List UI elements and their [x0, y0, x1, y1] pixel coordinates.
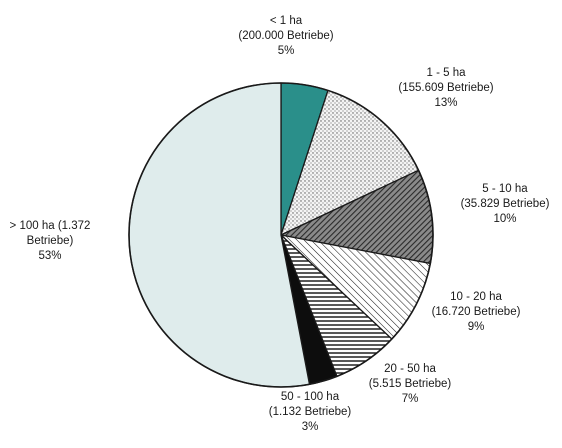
slice-percent-2: 13% — [434, 97, 457, 109]
pie-labels: < 1 ha (200.000 Betriebe) 5% 1 - 5 ha (155.6… — [10, 15, 550, 433]
pie-slices — [128, 82, 434, 388]
slice-label-5: 20 - 50 ha — [384, 363, 436, 375]
slice-label-group-2: 1 - 5 ha (155.609 Betriebe) 13% — [398, 67, 493, 109]
slice-label-1: < 1 ha — [270, 15, 303, 27]
slice-detail-4: (16.720 Betriebe) — [432, 306, 521, 318]
slice-detail-6: (1.132 Betriebe) — [269, 406, 352, 418]
slice-percent-4: 9% — [468, 321, 485, 333]
pie-outline — [128, 82, 434, 388]
slice-detail-7: Betriebe) — [27, 235, 74, 247]
slice-percent-6: 3% — [302, 421, 319, 433]
slice-detail-3: (35.829 Betriebe) — [461, 198, 550, 210]
slice-label-2: 1 - 5 ha — [427, 67, 467, 79]
slice-label-group-3: 5 - 10 ha (35.829 Betriebe) 10% — [461, 183, 550, 225]
slice-percent-7: 53% — [38, 250, 61, 262]
slice-label-4: 10 - 20 ha — [450, 291, 502, 303]
slice-detail-1: (200.000 Betriebe) — [238, 30, 333, 42]
slice-label-group-5: 20 - 50 ha (5.515 Betriebe) 7% — [369, 363, 452, 405]
slice-label-6: 50 - 100 ha — [281, 391, 340, 403]
slice-label-7: > 100 ha (1.372 — [10, 220, 91, 232]
slice-detail-2: (155.609 Betriebe) — [398, 82, 493, 94]
slice-label-group-1: < 1 ha (200.000 Betriebe) 5% — [238, 15, 333, 57]
slice-label-group-7: > 100 ha (1.372 Betriebe) 53% — [10, 220, 91, 262]
slice-label-group-4: 10 - 20 ha (16.720 Betriebe) 9% — [432, 291, 521, 333]
slice-percent-1: 5% — [278, 45, 295, 57]
slice-percent-5: 7% — [402, 393, 419, 405]
slice-percent-3: 10% — [493, 213, 516, 225]
slice-label-3: 5 - 10 ha — [482, 183, 528, 195]
slice-detail-5: (5.515 Betriebe) — [369, 378, 452, 390]
slice-label-group-6: 50 - 100 ha (1.132 Betriebe) 3% — [269, 391, 352, 433]
